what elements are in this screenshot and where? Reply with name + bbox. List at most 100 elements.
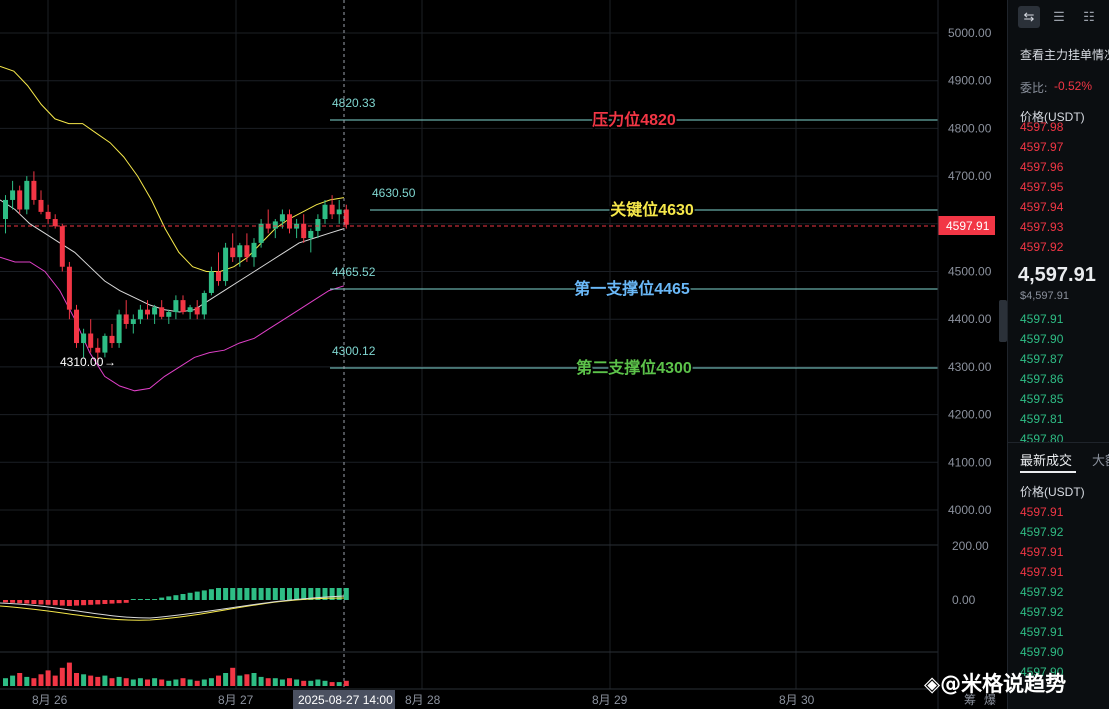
candle-body: [137, 309, 143, 320]
volume-bar: [45, 670, 51, 686]
macd-bar: [294, 588, 300, 600]
latest-trades-tab[interactable]: 最新成交: [1020, 453, 1073, 468]
volume-bar: [258, 676, 264, 686]
price-tick: 4900.00: [948, 74, 992, 88]
time-tick: 8月 26: [32, 693, 68, 707]
candle-body: [244, 245, 250, 258]
asks-view-icon[interactable]: ☷: [1083, 9, 1095, 24]
level-title: 第一支撑位4465: [574, 279, 690, 298]
watermark-logo-icon: ◈: [924, 672, 941, 696]
candle-body: [216, 271, 221, 282]
latest-trades-tab-underline: [1020, 471, 1076, 473]
candle-body: [223, 247, 229, 282]
volume-bar: [59, 667, 65, 686]
candle-body: [152, 307, 158, 315]
macd-bar: [152, 599, 158, 600]
ask-row[interactable]: 4597.95: [1020, 180, 1064, 194]
ask-row[interactable]: 4597.92: [1020, 240, 1064, 254]
candle-body: [272, 221, 278, 229]
bid-row[interactable]: 4597.80: [1020, 432, 1064, 446]
macd-line: [0, 597, 345, 621]
ask-row[interactable]: 4597.93: [1020, 220, 1064, 234]
ask-row[interactable]: 4597.94: [1020, 200, 1064, 214]
order-book-panel: ⇆ ☰ ☷ 查看主力挂单情况 委比: -0.52% 价格(USDT) 4597.…: [1007, 0, 1109, 709]
price-tick: 4800.00: [948, 121, 992, 135]
volume-bar: [216, 675, 221, 686]
level-value-label: 4820.33: [332, 96, 376, 110]
candle-body: [95, 347, 101, 353]
bid-row[interactable]: 4597.85: [1020, 392, 1064, 406]
price-tick: 4200.00: [948, 408, 992, 422]
volume-bar: [287, 678, 292, 686]
macd-indicator: [0, 588, 349, 621]
trade-row: 4597.92: [1020, 605, 1064, 619]
liquidation-label[interactable]: 爆: [984, 693, 996, 707]
volume-bar: [329, 682, 335, 686]
candle-body: [230, 247, 236, 258]
time-axis[interactable]: 8月 26 8月 27 8月 28 8月 29 8月 30: [32, 693, 815, 707]
trade-row: 4597.91: [1020, 505, 1064, 519]
price-chart[interactable]: 4820.33 压力位4820 4630.50 关键位4630 4465.52 第一支撑位…: [0, 0, 1005, 709]
candle-body: [109, 335, 115, 344]
trade-row: 4597.92: [1020, 525, 1064, 539]
macd-bar: [308, 588, 314, 600]
candle-body: [251, 242, 257, 258]
both-sides-view-icon[interactable]: ⇆: [1018, 6, 1040, 28]
macd-bar: [81, 600, 87, 606]
candle-body: [66, 266, 72, 310]
volume-bar: [315, 679, 321, 686]
candle-body: [24, 180, 30, 210]
candle-body: [159, 307, 165, 317]
trade-row: 4597.90: [1020, 665, 1064, 679]
macd-bar: [159, 597, 165, 600]
ratio-label: 委比:: [1020, 81, 1048, 95]
candle-body: [237, 245, 243, 258]
volume-bar: [251, 673, 257, 686]
macd-bar: [3, 600, 8, 603]
ask-row[interactable]: 4597.96: [1020, 160, 1064, 174]
macd-bar: [130, 599, 136, 600]
macd-bar: [109, 600, 115, 604]
ask-row[interactable]: 4597.98: [1020, 120, 1064, 134]
macd-bar: [38, 600, 44, 605]
macd-axis: 200.00 0.00: [952, 539, 989, 607]
time-tick: 8月 28: [405, 693, 441, 707]
volume-bar: [237, 675, 243, 686]
level-value-label: 4465.52: [332, 265, 376, 279]
volume-bar: [173, 679, 179, 686]
volume-bar: [145, 679, 150, 686]
level-value-label: 4300.12: [332, 344, 376, 358]
candle-body: [130, 319, 136, 324]
large-trades-tab[interactable]: 大额: [1092, 453, 1109, 468]
macd-bar: [287, 588, 292, 600]
last-price-usd: $4,597.91: [1020, 290, 1069, 302]
volume-bar: [10, 675, 16, 686]
macd-bar: [166, 596, 172, 600]
bid-row[interactable]: 4597.87: [1020, 352, 1064, 366]
bid-row[interactable]: 4597.90: [1020, 332, 1064, 346]
candle-body: [74, 309, 79, 344]
volume-bar: [272, 678, 278, 686]
macd-bar: [216, 588, 221, 600]
volume-bar: [38, 674, 44, 686]
bid-row[interactable]: 4597.81: [1020, 412, 1064, 426]
view-main-orders-link[interactable]: 查看主力挂单情况: [1020, 48, 1109, 62]
trade-row: 4597.92: [1020, 585, 1064, 599]
macd-bar: [265, 588, 271, 600]
volume-bar: [152, 678, 158, 686]
time-tick: 8月 30: [779, 693, 815, 707]
bids-view-icon[interactable]: ☰: [1053, 9, 1065, 24]
price-tick: 4400.00: [948, 312, 992, 326]
candle-body: [88, 333, 94, 348]
price-axis[interactable]: 5000.004900.004800.004700.004600.004500.…: [948, 26, 992, 517]
chips-label[interactable]: 筹: [964, 693, 976, 707]
candle-body: [279, 214, 285, 222]
macd-bar: [329, 588, 335, 600]
bid-row[interactable]: 4597.91: [1020, 312, 1064, 326]
macd-bar: [244, 588, 250, 600]
bid-row[interactable]: 4597.86: [1020, 372, 1064, 386]
volume-bar: [308, 680, 314, 686]
ask-row[interactable]: 4597.97: [1020, 140, 1064, 154]
trade-row: 4597.90: [1020, 645, 1064, 659]
panel-resize-handle[interactable]: [999, 300, 1007, 342]
